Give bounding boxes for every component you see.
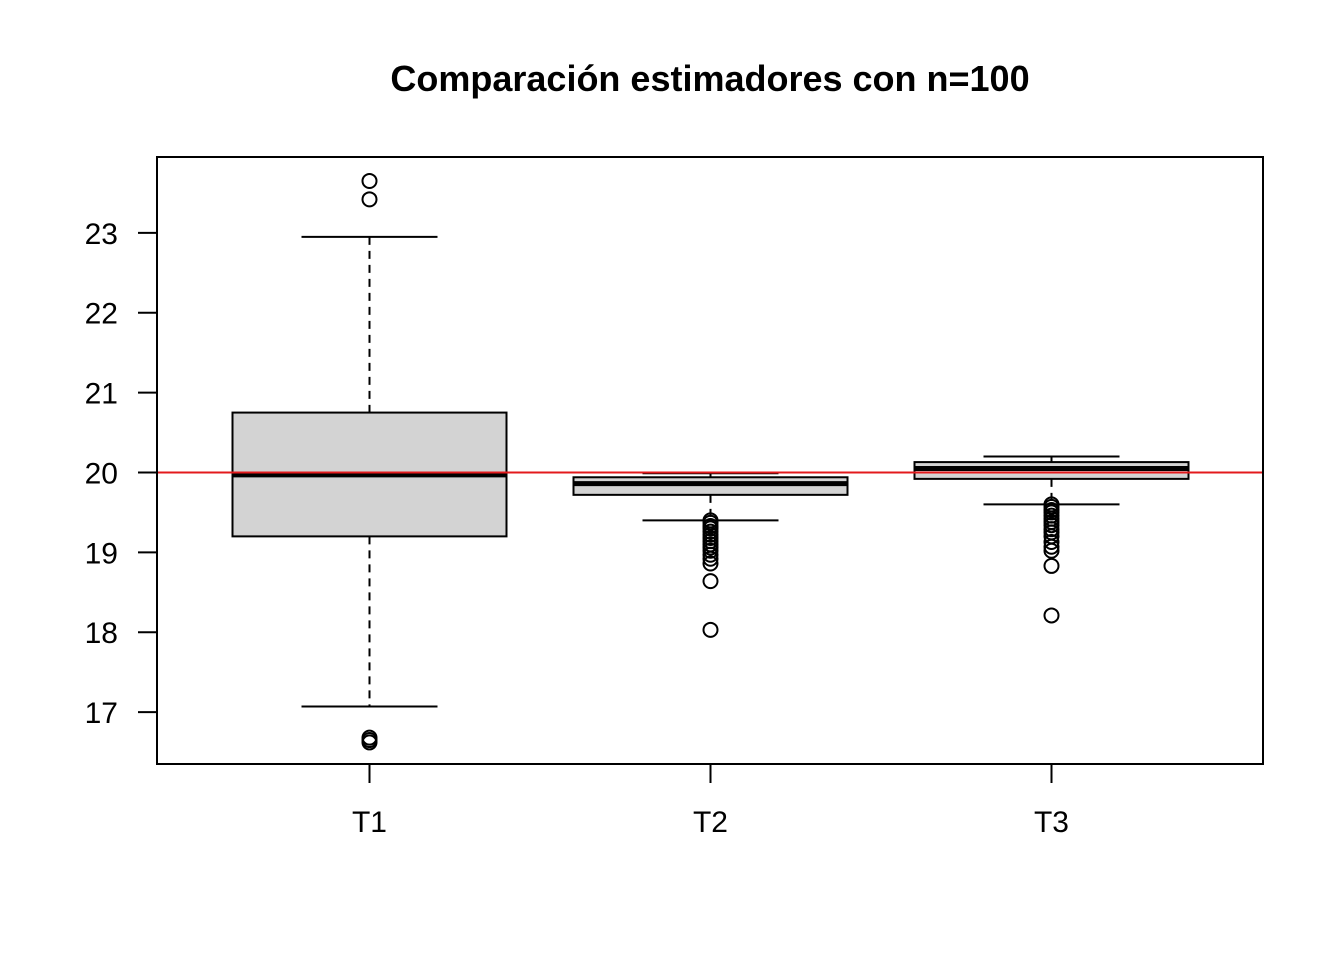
outlier-point-t2: [702, 555, 719, 572]
outlier-point-t3: [1043, 557, 1060, 574]
x-tick-label: T2: [693, 806, 728, 839]
outlier-point-t3: [1043, 517, 1060, 534]
y-tick-label: 20: [85, 457, 118, 490]
x-tick-label: T3: [1034, 806, 1069, 839]
y-tick-label: 19: [85, 537, 118, 570]
outlier-point-t2: [702, 546, 719, 563]
outlier-point-t1: [361, 172, 378, 189]
chart-title: Comparación estimadores con n=100: [390, 58, 1030, 99]
y-tick-label: 17: [85, 697, 118, 730]
outlier-point-t1: [361, 734, 378, 751]
outlier-point-t3: [1043, 542, 1060, 559]
x-tick-label: T1: [352, 806, 387, 839]
y-tick-label: 21: [85, 378, 118, 411]
outlier-point-t2: [702, 550, 719, 567]
y-tick-label: 23: [85, 218, 118, 251]
outlier-point-t2: [702, 542, 719, 559]
y-tick-label: 18: [85, 617, 118, 650]
outlier-point-t1: [361, 191, 378, 208]
outlier-point-t3: [1043, 533, 1060, 550]
outlier-point-t2: [702, 621, 719, 638]
outlier-point-t3: [1043, 607, 1060, 624]
y-tick-label: 22: [85, 298, 118, 331]
outlier-point-t2: [702, 573, 719, 590]
outlier-point-t3: [1043, 538, 1060, 555]
